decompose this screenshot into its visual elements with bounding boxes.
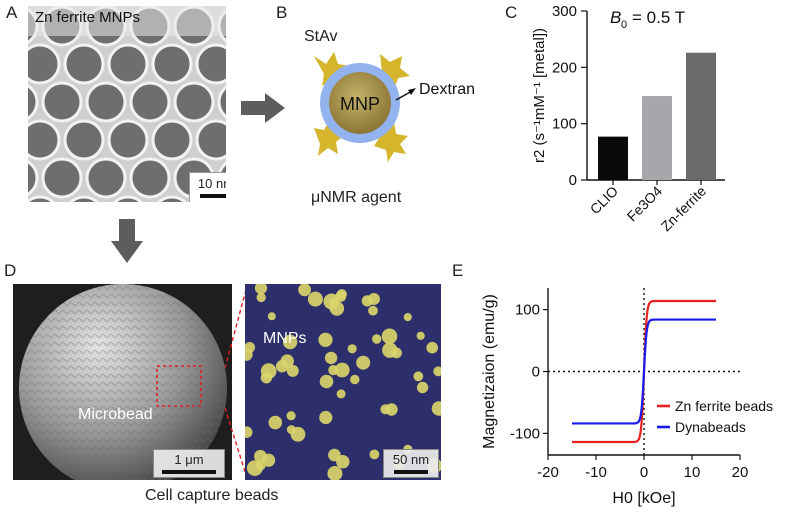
- r2-bar: [642, 96, 672, 180]
- mag-xlabel: H0 [kOe]: [612, 490, 675, 507]
- mag-curve: [572, 318, 716, 425]
- r2-ytick-label: 100: [552, 116, 577, 133]
- r2-category-label: Fe3O4: [624, 183, 666, 225]
- dextran-pointer: [395, 90, 413, 101]
- mnp-core: [329, 72, 391, 134]
- scale-bar-a-label: 10 nm: [197, 176, 226, 191]
- dextran-label: Dextran: [419, 81, 475, 98]
- unmr-agent-caption: μNMR agent: [311, 189, 402, 206]
- r2-bar: [686, 52, 716, 180]
- mnp-label: MNP: [340, 94, 380, 114]
- r2-category-label: CLIO: [587, 183, 621, 217]
- scale-bar-a-line: [200, 194, 226, 198]
- mag-ytick-label: 100: [515, 302, 540, 319]
- mag-ytick-label: 0: [532, 364, 540, 381]
- r2-ylabel: r2 (s⁻¹mM⁻¹ [metal]): [531, 28, 548, 163]
- r2-ytick-label: 200: [552, 59, 577, 76]
- field-value: = 0.5 T: [632, 8, 685, 27]
- zoom-lines: [225, 285, 248, 479]
- mnp-zoom-image: MNPs 50 nm: [245, 284, 441, 480]
- scale-bar-d-left: 1 μm: [153, 449, 225, 478]
- microbead-label: Microbead: [78, 406, 153, 423]
- panel-c-label: C: [505, 3, 518, 22]
- scale-bar-d-right-label: 50 nm: [392, 452, 430, 467]
- panel-e-label: E: [452, 261, 464, 280]
- scale-bar-d-left-label: 1 μm: [174, 452, 204, 467]
- mag-xtick-label: 0: [640, 464, 648, 481]
- mnp-particles: [245, 284, 441, 480]
- cell-capture-caption: Cell capture beads: [145, 487, 279, 504]
- legend-label: Zn ferrite beads: [675, 398, 773, 414]
- r2-category-label: Zn-ferrite: [658, 183, 710, 235]
- field-sub: 0: [621, 19, 627, 31]
- mag-ytick-label: -100: [510, 425, 540, 442]
- r2-ytick-label: 300: [552, 3, 577, 20]
- field-label: B: [610, 8, 621, 27]
- mag-ylabel: Magnetizaion (emu/g): [481, 294, 498, 449]
- panel-a-label: A: [6, 3, 18, 22]
- scale-bar-d-right: 50 nm: [383, 449, 439, 478]
- mnp-schematic: MNP Dextran: [314, 52, 475, 162]
- scale-bar-a: 10 nm: [189, 172, 226, 202]
- arrow-down-icon: [111, 219, 143, 263]
- legend: Zn ferrite beads Dynabeads: [657, 398, 773, 435]
- panel-b-label: B: [276, 3, 288, 22]
- legend-label: Dynabeads: [675, 419, 746, 435]
- mag-xtick-label: 10: [684, 464, 701, 481]
- stav-label: StAv: [304, 28, 338, 45]
- mnps-label: MNPs: [263, 330, 307, 347]
- tem-image: Zn ferrite MNPs 10 nm: [28, 6, 226, 202]
- tem-title: Zn ferrite MNPs: [35, 9, 141, 26]
- r2-ytick-label: 0: [569, 172, 577, 189]
- tem-particles: [28, 6, 226, 202]
- sem-microbead-image: Microbead 1 μm: [13, 284, 232, 480]
- mag-xtick-label: 20: [732, 464, 749, 481]
- mag-xtick-label: -20: [537, 464, 559, 481]
- mag-xtick-label: -10: [585, 464, 607, 481]
- panel-d-label: D: [4, 261, 17, 280]
- r2-bar: [598, 136, 628, 180]
- microbead-sphere: Microbead: [19, 284, 227, 480]
- arrow-right-icon: [241, 93, 285, 123]
